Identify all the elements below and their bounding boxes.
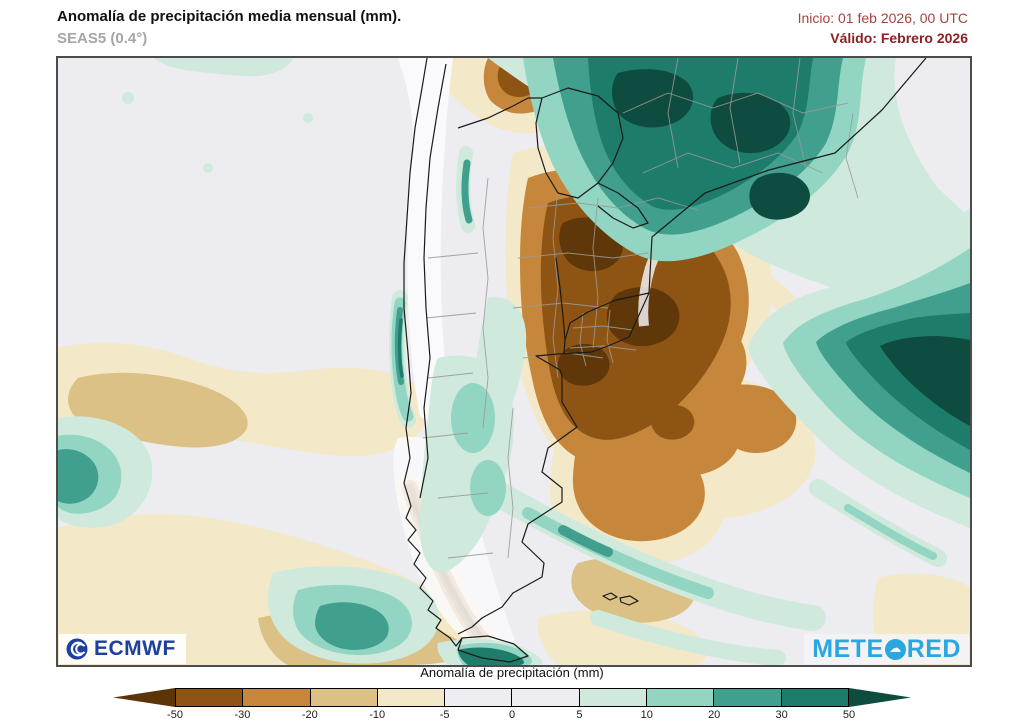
colorbar-segment xyxy=(444,689,512,706)
colorbar-segment xyxy=(780,689,848,706)
colorbar-segment xyxy=(376,689,445,706)
meteored-logo: METE ☁ RED xyxy=(804,634,969,664)
page-title: Anomalía de precipitación media mensual … xyxy=(57,8,402,25)
anomaly-map: ECMWF METE ☁ RED xyxy=(56,56,972,667)
colorbar-tick-label: 20 xyxy=(708,709,721,721)
colorbar-tick-label: -50 xyxy=(167,709,183,721)
colorbar-segments xyxy=(175,688,849,707)
colorbar-arrow-right xyxy=(849,688,911,707)
ecmwf-globe-icon xyxy=(66,638,88,660)
meteored-text-pre: METE xyxy=(812,634,884,663)
colorbar-tick-label: 5 xyxy=(576,709,583,721)
legend-title: Anomalía de precipitación (mm) xyxy=(420,665,604,680)
ecmwf-logo-text: ECMWF xyxy=(94,637,176,660)
colorbar-ticks: -50 -30 -20 -10 -5 0 5 10 20 30 50 xyxy=(167,709,855,723)
colorbar-tick-label: 50 xyxy=(842,709,856,721)
run-info: Inicio: 01 feb 2026, 00 UTC Válido: Febr… xyxy=(798,8,968,48)
colorbar-segment xyxy=(646,689,714,706)
colorbar-tick-label: 10 xyxy=(640,709,653,721)
ecmwf-logo: ECMWF xyxy=(59,634,186,664)
model-subtitle: SEAS5 (0.4°) xyxy=(57,30,148,47)
meteored-cloud-icon: ☁ xyxy=(884,638,906,660)
valid-time-label: Válido: Febrero 2026 xyxy=(830,30,968,46)
colorbar-segment xyxy=(309,689,377,706)
colorbar-tick-label: -5 xyxy=(439,709,450,721)
colorbar-tick-label: -20 xyxy=(301,709,318,721)
admin-borders xyxy=(422,58,859,559)
colorbar xyxy=(113,688,911,707)
init-time-label: Inicio: 01 feb 2026, 00 UTC xyxy=(797,10,968,26)
colorbar-tick-label: 0 xyxy=(508,709,516,721)
coastlines xyxy=(403,58,927,663)
colorbar-segment xyxy=(578,689,647,706)
anomaly-map-canvas xyxy=(58,58,970,665)
colorbar-segment xyxy=(176,689,243,706)
colorbar-segment xyxy=(511,689,579,706)
meteored-text-post: RED xyxy=(906,634,961,663)
colorbar-tick-label: -30 xyxy=(234,709,251,721)
colorbar-tick-label: 30 xyxy=(775,709,788,721)
colorbar-tick-label: -10 xyxy=(369,709,386,721)
colorbar-segment xyxy=(713,689,781,706)
colorbar-segment xyxy=(242,689,310,706)
colorbar-arrow-left xyxy=(113,688,175,707)
